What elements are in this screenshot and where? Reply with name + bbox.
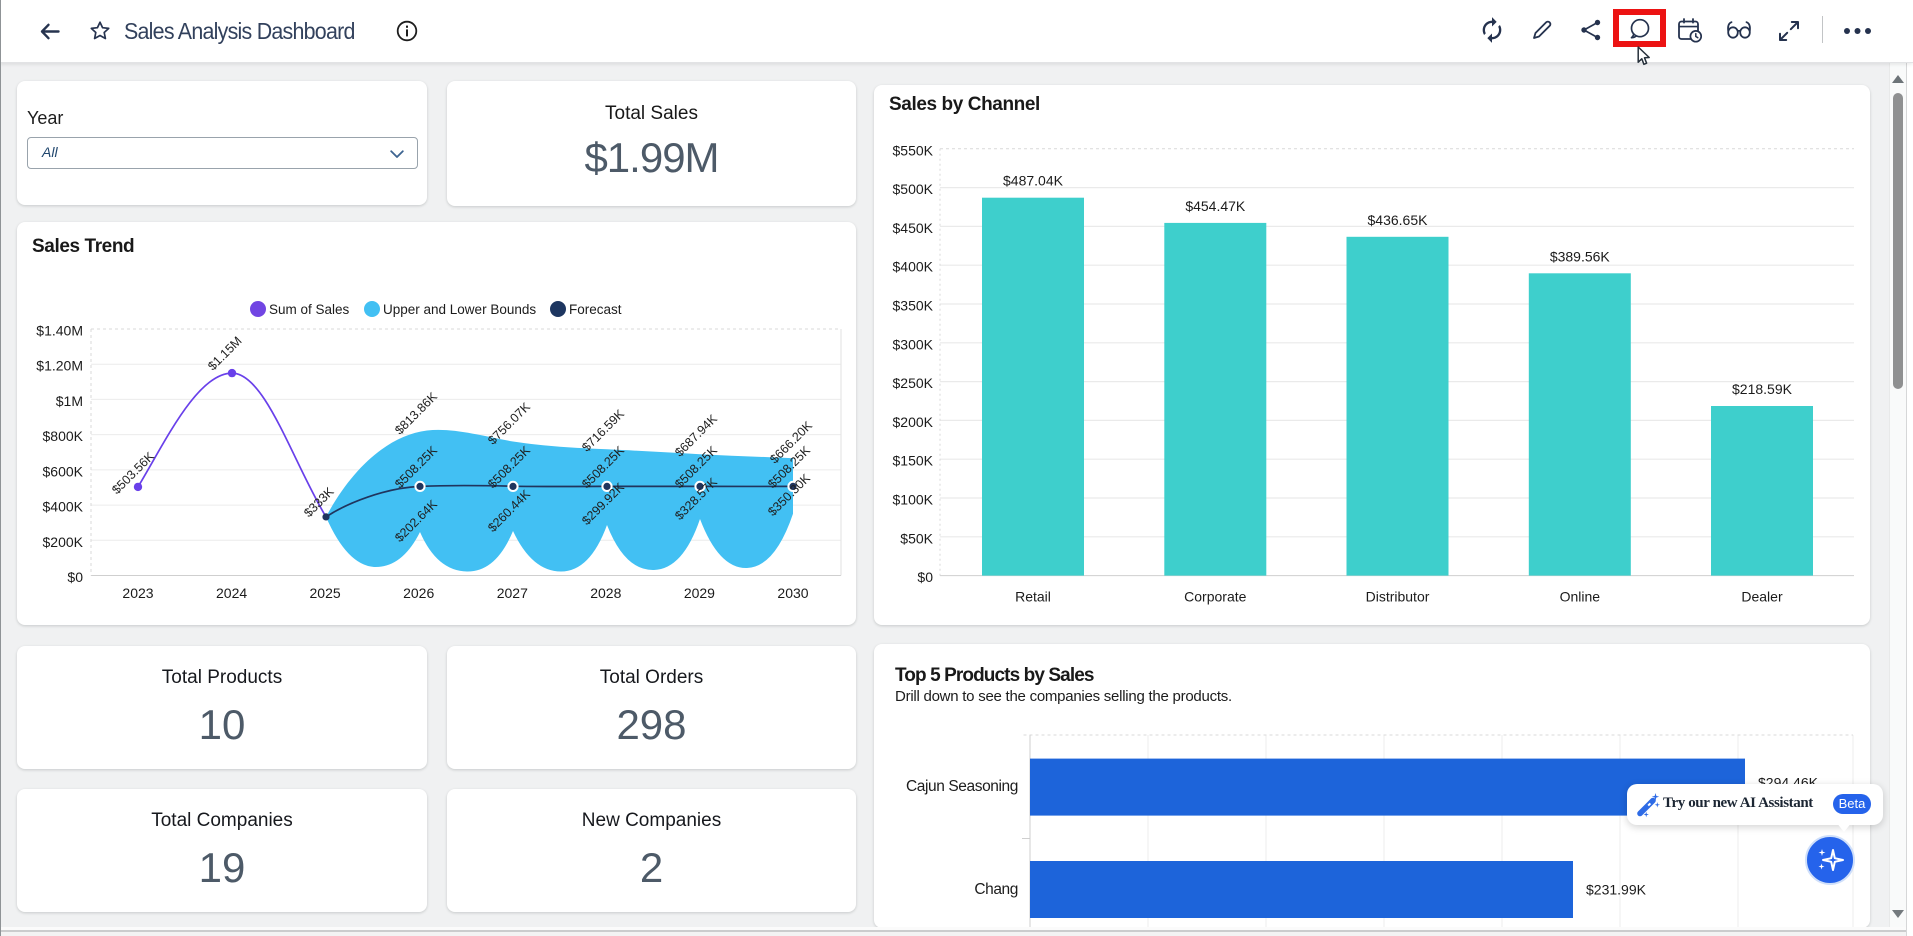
svg-text:$50K: $50K [900, 530, 933, 546]
svg-text:$500K: $500K [893, 181, 934, 197]
svg-text:$450K: $450K [893, 220, 934, 236]
svg-text:Sum of Sales: Sum of Sales [269, 302, 350, 317]
svg-text:2028: 2028 [590, 585, 621, 601]
svg-text:$600K: $600K [43, 463, 84, 479]
svg-text:$400K: $400K [893, 259, 934, 275]
svg-text:$454.47K: $454.47K [1185, 198, 1246, 214]
svg-text:$503.56K: $503.56K [109, 449, 157, 497]
svg-text:Online: Online [1560, 589, 1601, 605]
svg-text:2026: 2026 [403, 585, 434, 601]
svg-text:Corporate: Corporate [1184, 589, 1246, 605]
svg-text:Chang: Chang [974, 881, 1018, 898]
svg-text:$1.20M: $1.20M [36, 358, 83, 374]
svg-text:2027: 2027 [497, 585, 528, 601]
svg-text:$100K: $100K [893, 492, 934, 508]
svg-text:$400K: $400K [43, 499, 84, 515]
svg-text:$1.40M: $1.40M [36, 323, 83, 339]
svg-text:$250K: $250K [893, 375, 934, 391]
svg-text:Retail: Retail [1015, 589, 1051, 605]
svg-text:Top 5 Products by Sales: Top 5 Products by Sales [895, 665, 1094, 686]
svg-text:$350K: $350K [893, 298, 934, 314]
svg-text:$300K: $300K [893, 336, 934, 352]
svg-text:$436.65K: $436.65K [1368, 212, 1429, 228]
svg-text:$218.59K: $218.59K [1732, 381, 1793, 397]
svg-text:$231.99K: $231.99K [1586, 882, 1647, 898]
svg-text:$0: $0 [67, 569, 83, 585]
svg-text:$389.56K: $389.56K [1550, 248, 1611, 264]
svg-text:$200K: $200K [43, 534, 84, 550]
svg-text:2024: 2024 [216, 585, 247, 601]
svg-text:Drill down to see the companie: Drill down to see the companies selling … [895, 688, 1232, 705]
svg-text:2029: 2029 [684, 585, 715, 601]
svg-text:$1.15M: $1.15M [205, 334, 244, 373]
svg-text:$200K: $200K [893, 414, 934, 430]
svg-text:Dealer: Dealer [1741, 589, 1783, 605]
svg-text:$1M: $1M [56, 393, 83, 409]
svg-text:$550K: $550K [893, 142, 934, 158]
svg-text:Cajun Seasoning: Cajun Seasoning [906, 778, 1018, 795]
svg-text:$0: $0 [917, 569, 933, 585]
svg-text:$756.07K: $756.07K [485, 399, 533, 447]
svg-text:Upper and Lower Bounds: Upper and Lower Bounds [383, 302, 536, 317]
svg-text:Distributor: Distributor [1366, 589, 1430, 605]
svg-text:$150K: $150K [893, 453, 934, 469]
svg-text:$487.04K: $487.04K [1003, 173, 1064, 189]
svg-text:2025: 2025 [310, 585, 341, 601]
svg-text:2030: 2030 [777, 585, 808, 601]
svg-text:Forecast: Forecast [569, 302, 622, 317]
svg-text:2023: 2023 [122, 585, 153, 601]
svg-text:$800K: $800K [43, 428, 84, 444]
svg-text:Sales Trend: Sales Trend [32, 236, 134, 257]
svg-text:Sales by Channel: Sales by Channel [889, 94, 1040, 115]
